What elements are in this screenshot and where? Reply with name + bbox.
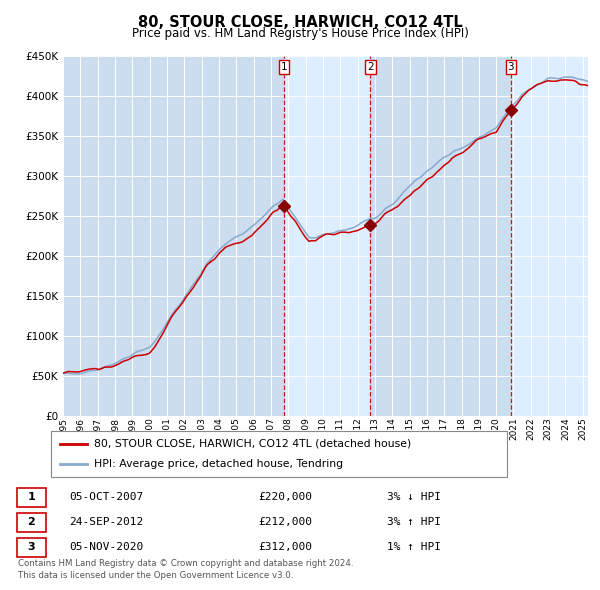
Text: 80, STOUR CLOSE, HARWICH, CO12 4TL: 80, STOUR CLOSE, HARWICH, CO12 4TL — [137, 15, 463, 30]
Text: 3: 3 — [28, 542, 35, 552]
FancyBboxPatch shape — [17, 538, 46, 556]
Bar — [284, 56, 370, 416]
FancyBboxPatch shape — [17, 513, 46, 532]
Text: 05-OCT-2007: 05-OCT-2007 — [69, 492, 143, 502]
Text: £312,000: £312,000 — [258, 542, 312, 552]
Text: 05-NOV-2020: 05-NOV-2020 — [69, 542, 143, 552]
Text: 1: 1 — [28, 492, 35, 502]
Text: 3: 3 — [508, 61, 514, 71]
Text: 3% ↑ HPI: 3% ↑ HPI — [387, 517, 441, 527]
Text: HPI: Average price, detached house, Tendring: HPI: Average price, detached house, Tend… — [94, 460, 343, 470]
Text: 1% ↑ HPI: 1% ↑ HPI — [387, 542, 441, 552]
Text: 24-SEP-2012: 24-SEP-2012 — [69, 517, 143, 527]
Text: 2: 2 — [367, 61, 374, 71]
FancyBboxPatch shape — [17, 488, 46, 507]
Text: £220,000: £220,000 — [258, 492, 312, 502]
Text: 3% ↓ HPI: 3% ↓ HPI — [387, 492, 441, 502]
Text: 2: 2 — [28, 517, 35, 527]
Text: 1: 1 — [281, 61, 287, 71]
Bar — [511, 56, 588, 416]
Text: £212,000: £212,000 — [258, 517, 312, 527]
Text: Contains HM Land Registry data © Crown copyright and database right 2024.: Contains HM Land Registry data © Crown c… — [18, 559, 353, 568]
Text: 80, STOUR CLOSE, HARWICH, CO12 4TL (detached house): 80, STOUR CLOSE, HARWICH, CO12 4TL (deta… — [94, 438, 412, 448]
FancyBboxPatch shape — [51, 431, 507, 477]
Text: This data is licensed under the Open Government Licence v3.0.: This data is licensed under the Open Gov… — [18, 571, 293, 579]
Text: Price paid vs. HM Land Registry's House Price Index (HPI): Price paid vs. HM Land Registry's House … — [131, 27, 469, 40]
